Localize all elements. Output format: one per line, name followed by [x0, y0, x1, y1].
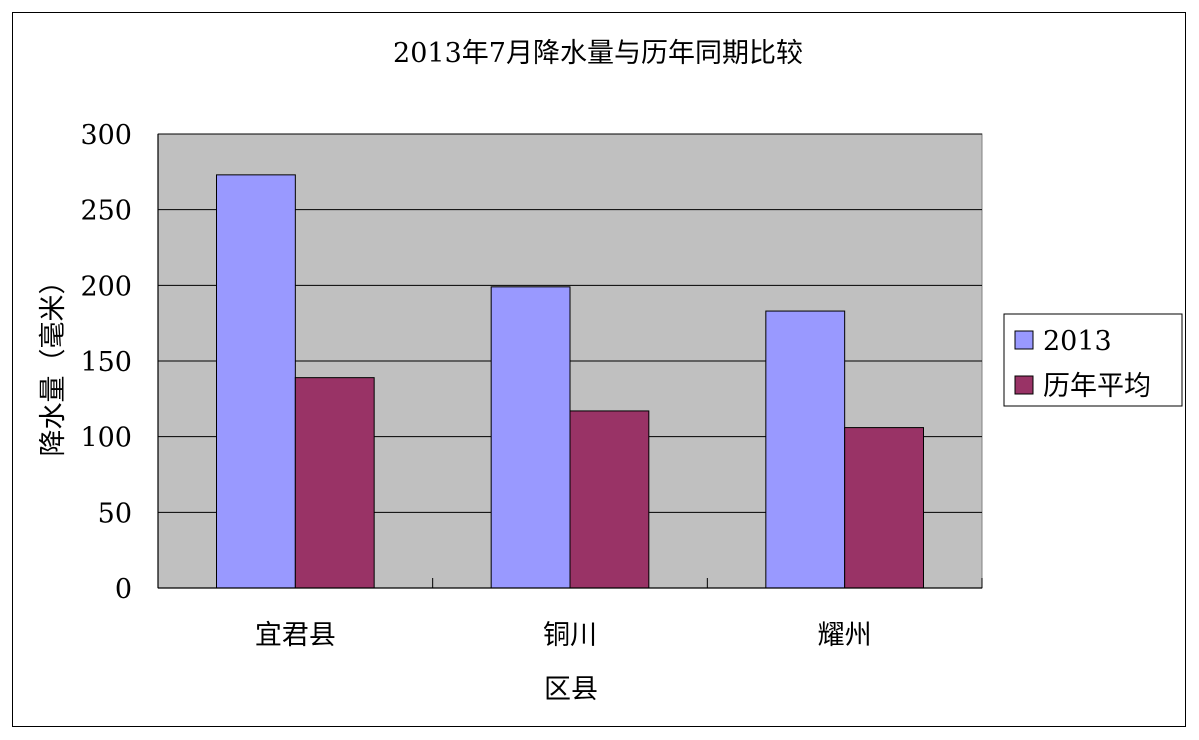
- bar-2013: [216, 174, 296, 589]
- x-tick-label: 耀州: [818, 620, 872, 651]
- legend: 2013 历年平均: [1003, 313, 1183, 407]
- legend-label-historical-average: 历年平均: [1043, 371, 1151, 402]
- legend-box: [1003, 313, 1183, 407]
- legend-swatch-historical-average: [1014, 375, 1034, 395]
- y-tick-label: 300: [80, 120, 132, 151]
- x-tick-labels: 宜君县 铜川 耀州: [255, 620, 872, 651]
- y-tick-label: 100: [80, 423, 132, 454]
- y-tick-label: 150: [80, 347, 132, 378]
- y-tick-label: 50: [98, 498, 132, 529]
- bars: [216, 174, 924, 589]
- legend-label-2013: 2013: [1043, 326, 1112, 357]
- bar-2013: [765, 310, 846, 589]
- x-tick-label: 铜川: [543, 620, 597, 651]
- y-tick-label: 200: [80, 271, 132, 302]
- axes: [157, 134, 983, 589]
- bar-historical-average: [844, 427, 924, 589]
- y-axis-label: 降水量（毫米）: [38, 268, 69, 457]
- legend-swatch-2013: [1014, 330, 1034, 350]
- bar-2013: [490, 286, 571, 589]
- y-tick-label: 250: [80, 196, 132, 227]
- x-axis-label: 区县: [544, 674, 598, 705]
- bar-historical-average: [569, 410, 650, 589]
- x-tick-label: 宜君县: [255, 620, 336, 651]
- y-tick-labels: 0 50 100 150 200 250 300: [80, 120, 132, 605]
- y-tick-label: 0: [115, 574, 132, 605]
- chart-title: 2013年7月降水量与历年同期比较: [393, 38, 803, 69]
- bar-historical-average: [294, 377, 375, 589]
